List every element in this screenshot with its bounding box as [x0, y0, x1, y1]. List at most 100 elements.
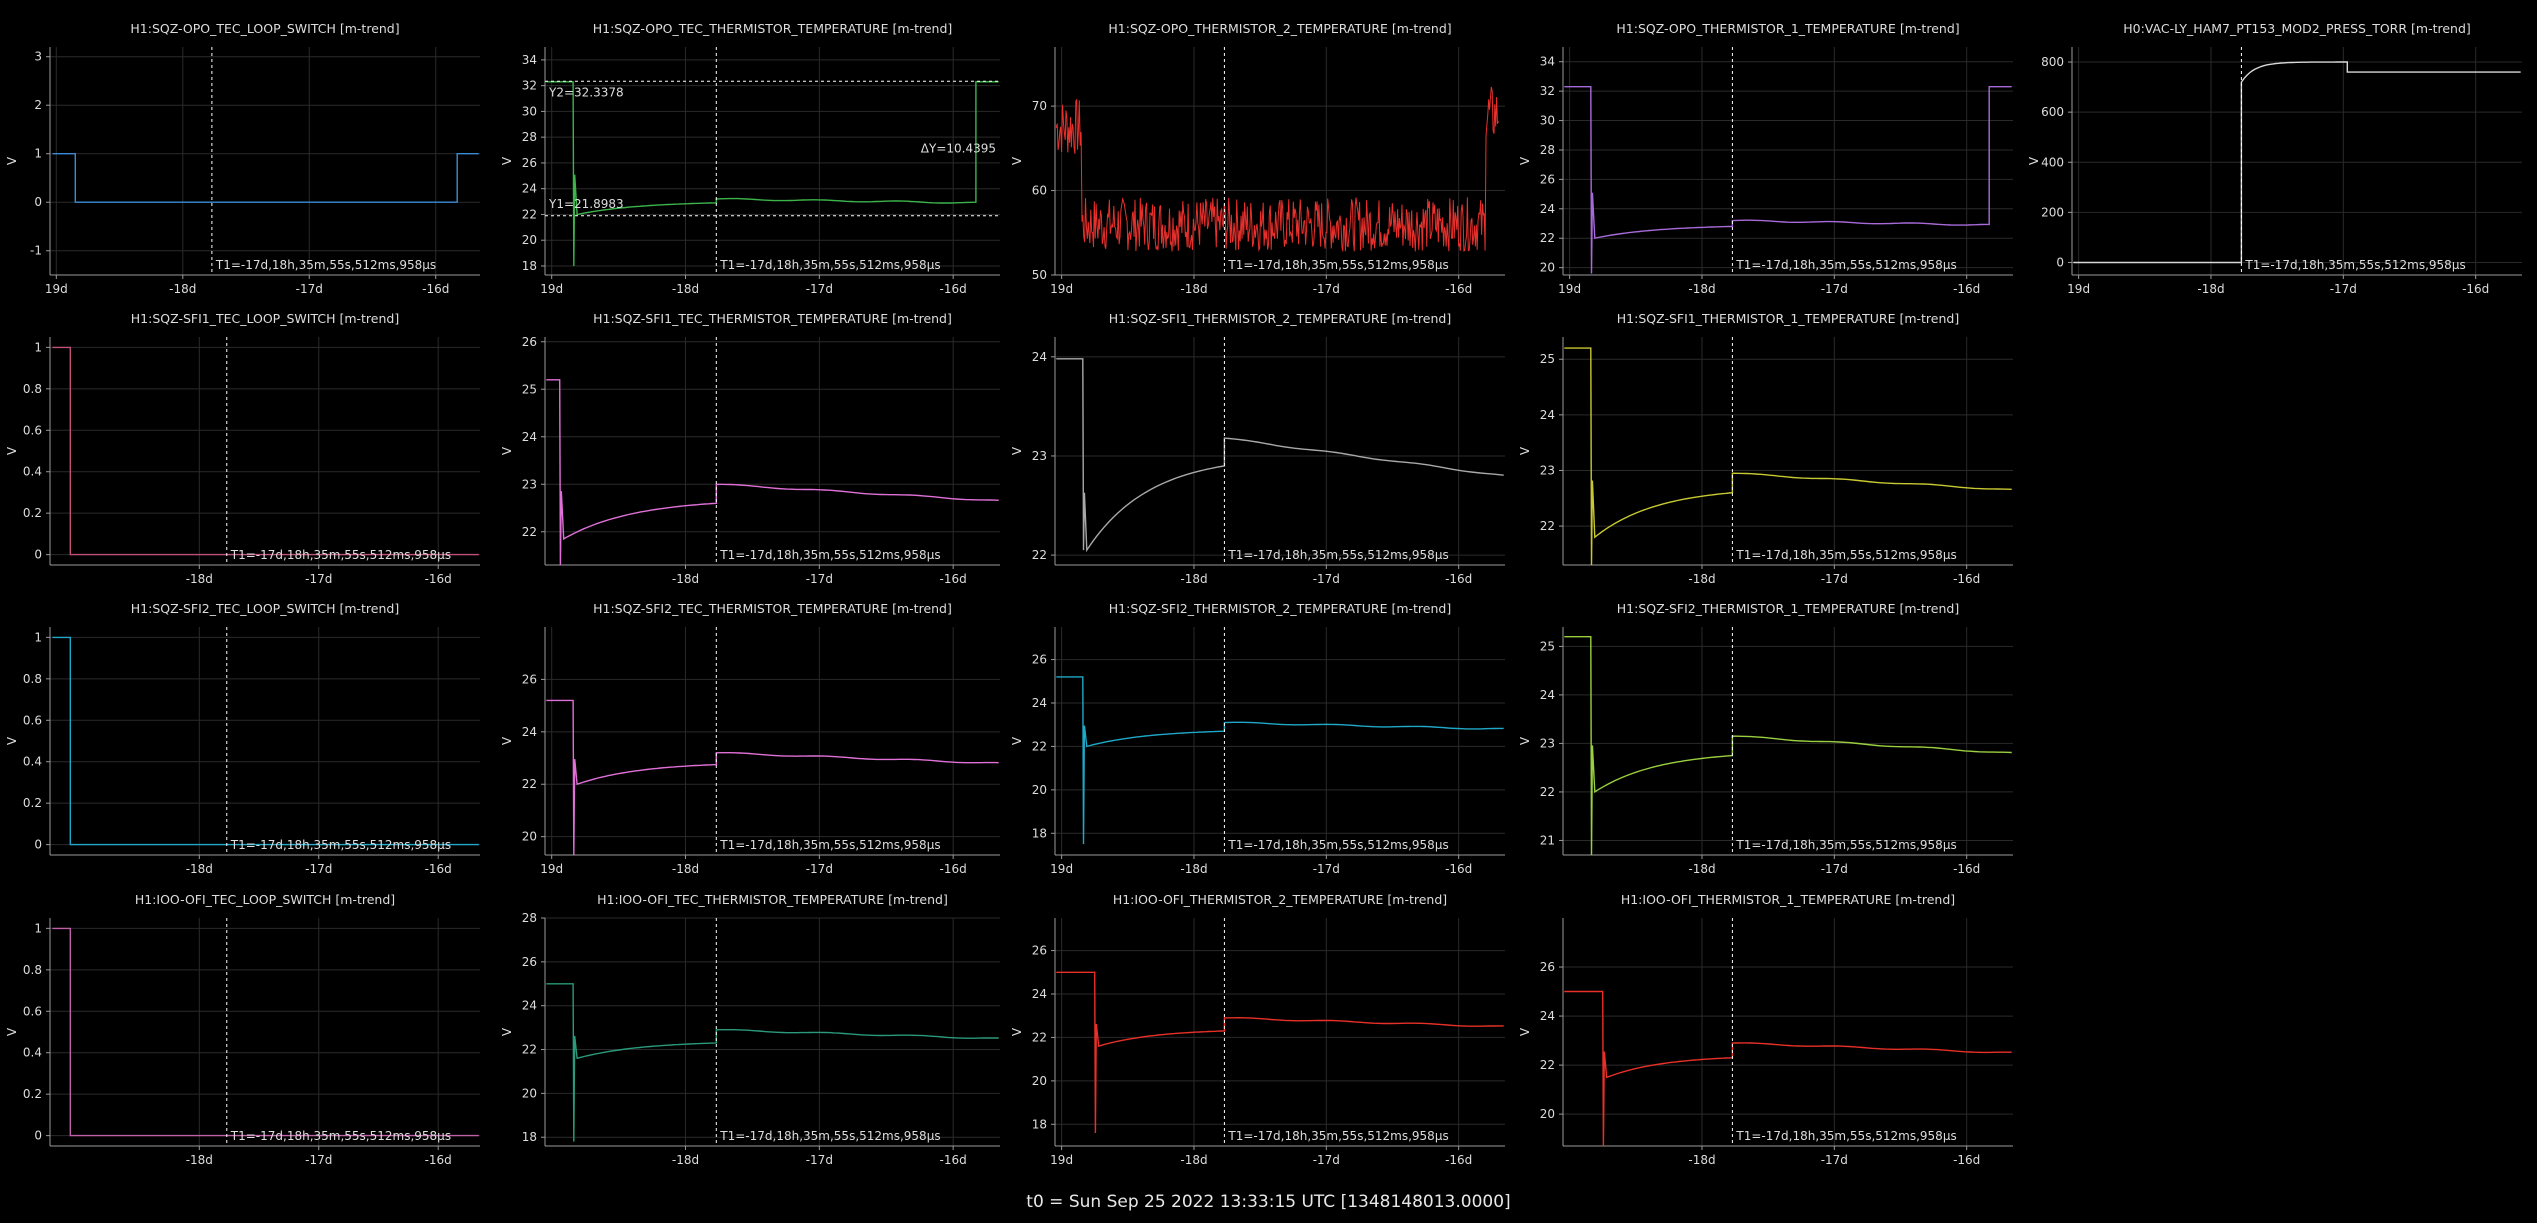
- series-line: [52, 346, 479, 556]
- x-tick-label: -18d: [1180, 282, 1207, 296]
- series-line: [546, 699, 999, 855]
- chart-panel: H1:SQZ-OPO_TEC_LOOP_SWITCH [m-trend] -1 0 1…: [5, 21, 480, 296]
- x-tick-label: 19d: [1050, 282, 1073, 296]
- time-cursor-label: T1=-17d,18h,35m,55s,512ms,958μs: [1227, 548, 1448, 562]
- y-tick-label: 24: [522, 725, 537, 739]
- y-tick-label: 0.6: [23, 713, 42, 727]
- y-tick-label: 26: [522, 672, 537, 686]
- y-axis-label: V: [5, 156, 19, 165]
- time-cursor-label: T1=-17d,18h,35m,55s,512ms,958μs: [719, 258, 940, 272]
- series-line: [1564, 636, 2012, 855]
- y-tick-label: 0.8: [23, 672, 42, 686]
- y-tick-label: 30: [522, 104, 537, 118]
- x-tick-label: -18d: [1180, 572, 1207, 586]
- y-tick-label: 22: [1032, 1030, 1047, 1044]
- time-cursor-label: T1=-17d,18h,35m,55s,512ms,958μs: [230, 548, 451, 562]
- x-tick-label: 19d: [1050, 862, 1073, 876]
- y-tick-label: 0.2: [23, 1087, 42, 1101]
- y-tick-label: 24: [1540, 202, 1555, 216]
- time-cursor-label: T1=-17d,18h,35m,55s,512ms,958μs: [719, 1129, 940, 1143]
- y-tick-label: 24: [1032, 696, 1047, 710]
- y-tick-label: 23: [1540, 463, 1555, 477]
- chart-panel: H0:VAC-LY_HAM7_PT153_MOD2_PRESS_TORR [m-…: [2027, 21, 2522, 296]
- y-tick-label: 32: [522, 79, 537, 93]
- x-tick-label: 19d: [45, 282, 68, 296]
- y-tick-label: 18: [1032, 1117, 1047, 1131]
- time-cursor-label: T1=-17d,18h,35m,55s,512ms,958μs: [1735, 258, 1956, 272]
- x-tick-label: -16d: [1445, 282, 1472, 296]
- time-cursor-label: T1=-17d,18h,35m,55s,512ms,958μs: [230, 1129, 451, 1143]
- chart-title: H1:SQZ-SFI1_TEC_LOOP_SWITCH [m-trend]: [131, 311, 399, 326]
- y-axis-label: V: [5, 446, 19, 455]
- x-tick-label: -18d: [186, 1153, 213, 1167]
- y-axis-label: V: [1518, 1027, 1532, 1036]
- y-tick-label: 1: [34, 630, 42, 644]
- x-tick-label: -17d: [305, 862, 332, 876]
- x-tick-label: -16d: [1445, 1153, 1472, 1167]
- x-tick-label: -18d: [186, 862, 213, 876]
- y-tick-label: 24: [1032, 350, 1047, 364]
- x-tick-label: -18d: [1688, 572, 1715, 586]
- y-tick-label: 0: [34, 1129, 42, 1143]
- y-tick-label: 0.2: [23, 506, 42, 520]
- y-tick-label: 0: [34, 195, 42, 209]
- chart-panel: H1:IOO-OFI_THERMISTOR_2_TEMPERATURE [m-t…: [1010, 892, 1505, 1167]
- y-tick-label: 1: [34, 340, 42, 354]
- x-tick-label: -18d: [672, 282, 699, 296]
- chart-panel: H1:SQZ-SFI1_TEC_LOOP_SWITCH [m-trend] 0 0.…: [5, 311, 480, 586]
- x-tick-label: -16d: [425, 572, 452, 586]
- chart-panel: H1:SQZ-SFI2_TEC_THERMISTOR_TEMPERATURE […: [500, 601, 1000, 876]
- chart-title: H1:SQZ-OPO_TEC_LOOP_SWITCH [m-trend]: [130, 21, 399, 36]
- series-line: [52, 927, 479, 1137]
- x-tick-label: -17d: [1821, 282, 1848, 296]
- x-tick-label: -18d: [1688, 282, 1715, 296]
- x-tick-label: -16d: [1445, 862, 1472, 876]
- y-tick-label: 24: [522, 182, 537, 196]
- y-tick-label: 0.6: [23, 1004, 42, 1018]
- chart-title: H1:SQZ-SFI1_THERMISTOR_2_TEMPERATURE [m-…: [1109, 311, 1451, 326]
- y-tick-label: 18: [522, 259, 537, 273]
- chart-title: H1:SQZ-SFI1_THERMISTOR_1_TEMPERATURE [m-…: [1617, 311, 1959, 326]
- y-tick-label: 3: [34, 50, 42, 64]
- y-axis-label: V: [1518, 156, 1532, 165]
- x-tick-label: -17d: [1313, 1153, 1340, 1167]
- y-tick-label: 22: [1032, 548, 1047, 562]
- y-tick-label: 24: [522, 430, 537, 444]
- x-tick-label: -16d: [1953, 282, 1980, 296]
- y1-cursor-label: Y1=21.8983: [548, 197, 624, 211]
- y-tick-label: 0: [34, 838, 42, 852]
- chart-title: H1:SQZ-OPO_TEC_THERMISTOR_TEMPERATURE [m…: [593, 21, 953, 36]
- y-tick-label: 24: [1540, 408, 1555, 422]
- chart-title: H1:SQZ-OPO_THERMISTOR_2_TEMPERATURE [m-t…: [1108, 21, 1451, 36]
- y-axis-label: V: [1518, 446, 1532, 455]
- y-tick-label: 0.4: [23, 755, 42, 769]
- chart-panel: H1:SQZ-SFI1_THERMISTOR_1_TEMPERATURE [m-…: [1518, 311, 2013, 586]
- y-tick-label: 20: [1540, 261, 1555, 275]
- x-tick-label: -17d: [806, 1153, 833, 1167]
- x-tick-label: -18d: [1688, 1153, 1715, 1167]
- y-tick-label: 22: [1540, 1058, 1555, 1072]
- y-tick-label: 0.8: [23, 963, 42, 977]
- y-tick-label: 70: [1032, 99, 1047, 113]
- y-tick-label: 24: [1032, 987, 1047, 1001]
- y-tick-label: 60: [1032, 184, 1047, 198]
- x-tick-label: -17d: [806, 282, 833, 296]
- chart-title: H1:SQZ-SFI2_THERMISTOR_2_TEMPERATURE [m-…: [1109, 601, 1451, 616]
- time-cursor-label: T1=-17d,18h,35m,55s,512ms,958μs: [1735, 548, 1956, 562]
- y-tick-label: 26: [522, 955, 537, 969]
- y-tick-label: 0: [2056, 255, 2064, 269]
- x-tick-label: -16d: [2462, 282, 2489, 296]
- time-cursor-label: T1=-17d,18h,35m,55s,512ms,958μs: [1735, 838, 1956, 852]
- x-tick-label: -16d: [940, 862, 967, 876]
- x-tick-label: -16d: [422, 282, 449, 296]
- series-line: [52, 153, 479, 203]
- x-tick-label: -17d: [806, 572, 833, 586]
- x-tick-label: -17d: [296, 282, 323, 296]
- y-tick-label: 0.8: [23, 382, 42, 396]
- chart-panel: H1:IOO-OFI_TEC_LOOP_SWITCH [m-trend] 0 0.2…: [5, 892, 480, 1167]
- time-cursor-label: T1=-17d,18h,35m,55s,512ms,958μs: [1735, 1129, 1956, 1143]
- chart-panel: H1:SQZ-SFI2_TEC_LOOP_SWITCH [m-trend] 0 0.…: [5, 601, 480, 876]
- y-axis-label: V: [1010, 156, 1024, 165]
- x-tick-label: -16d: [425, 1153, 452, 1167]
- y-tick-label: 22: [1540, 785, 1555, 799]
